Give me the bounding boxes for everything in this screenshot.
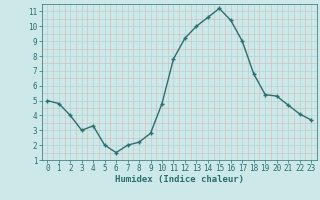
X-axis label: Humidex (Indice chaleur): Humidex (Indice chaleur) [115,175,244,184]
